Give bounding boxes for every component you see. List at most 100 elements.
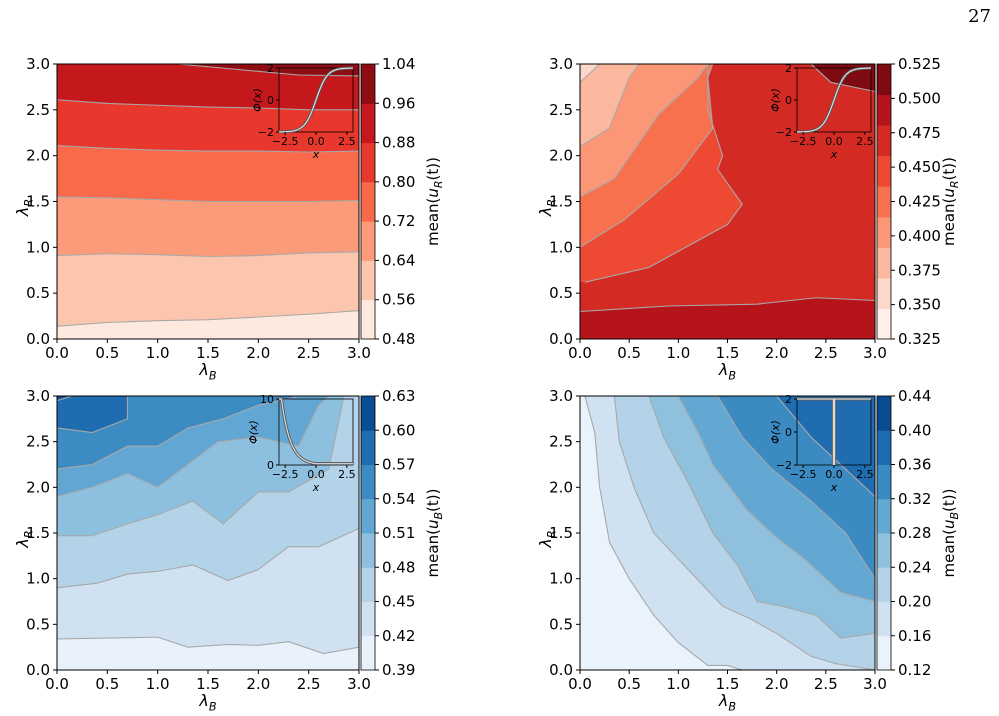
inset-x-tick-label: 0.0 (825, 468, 843, 481)
inset-y-tick-label: 2 (785, 62, 792, 75)
contour-line-6 (580, 297, 875, 313)
y-tick-label: 1.5 (549, 524, 573, 542)
inset-x-tick-label: −2.5 (790, 135, 817, 148)
colorbar-tick-label: 0.56 (382, 291, 415, 309)
colorbar-label: mean(uB(t)) (940, 489, 961, 578)
x-tick-label: 0.5 (617, 675, 641, 693)
contour-line-1 (57, 636, 359, 655)
inset-y-label: Φ(x) (247, 420, 260, 444)
x-tick-label: 0.5 (617, 344, 641, 362)
inset-y-tick-label: 2 (267, 62, 274, 75)
x-tick-label: 0.0 (568, 675, 592, 693)
contour-line-1 (584, 396, 743, 670)
x-tick-label: 1.0 (146, 344, 170, 362)
x-axis-label: λB (198, 691, 216, 713)
x-tick-label: 2.5 (814, 675, 838, 693)
colorbar-tick-label: 0.60 (382, 421, 415, 439)
colorbar-swatch (361, 221, 375, 261)
colorbar-tick-label: 0.28 (898, 524, 931, 542)
y-tick-label: 1.0 (26, 570, 50, 588)
contour-line-5 (57, 396, 299, 470)
contour-band-5 (57, 64, 359, 110)
colorbar-swatch (877, 533, 891, 568)
colorbar-tick-label: 0.39 (382, 661, 415, 679)
inset-y-tick-label: 0 (267, 459, 274, 472)
colorbar-swatch (877, 308, 891, 340)
y-tick-label: 0.0 (549, 661, 573, 679)
colorbar-label: mean(uR(t)) (424, 157, 445, 246)
contour-line-2 (57, 251, 359, 258)
colorbar-tick-label: 0.96 (382, 94, 415, 112)
colorbar-swatch (877, 247, 891, 279)
x-tick-label: 0.0 (45, 675, 69, 693)
contour-line-5 (57, 99, 359, 111)
inset-y-tick-label: 0 (785, 94, 792, 107)
inset-y-tick-label: 2 (785, 393, 792, 406)
x-tick-label: 0.0 (568, 344, 592, 362)
colorbar-tick-label: 0.88 (382, 134, 415, 152)
inset-x-label: x (312, 148, 320, 161)
contour-band-bump (865, 128, 875, 193)
y-tick-label: 2.0 (549, 147, 573, 165)
y-tick-label: 3.0 (549, 55, 573, 73)
contour-line-2 (57, 527, 359, 589)
colorbar-tick-label: 0.32 (898, 490, 931, 508)
contour-band-6 (57, 64, 359, 76)
inset-plot: −2.5 0.0 2.5 −2 0 2 x Φ(x) (251, 62, 356, 161)
x-tick-label: 1.5 (196, 675, 220, 693)
x-tick-label: 2.5 (814, 344, 838, 362)
colorbar-tick-label: 0.48 (382, 330, 415, 348)
colorbar-tick-label: 0.20 (898, 593, 931, 611)
y-tick-label: 1.5 (26, 193, 50, 211)
contour-line-4 (677, 396, 875, 603)
inset-y-label: Φ(x) (769, 420, 782, 444)
x-tick-label: 1.5 (716, 344, 740, 362)
x-tick-label: 1.5 (716, 675, 740, 693)
inset-y-tick-label: 0 (267, 94, 274, 107)
x-tick-label: 3.0 (863, 344, 887, 362)
contour-line-6 (776, 396, 875, 497)
colorbar-tick-label: 0.80 (382, 173, 415, 191)
y-axis-label: λR (13, 199, 35, 217)
colorbar-swatch (877, 498, 891, 534)
page-number: 27 (968, 6, 991, 27)
panel-4: 0.0 0.5 1.0 1.5 2.0 2.5 3.0 0.0 0.5 1.0 1.5 2.0 2.5 3… (536, 387, 961, 713)
colorbar-swatch (877, 464, 891, 500)
colorbar-frame (360, 63, 376, 340)
y-tick-label: 1.5 (549, 193, 573, 211)
colorbar-tick-label: 0.42 (382, 627, 415, 645)
colorbar-tick-label: 0.12 (898, 661, 931, 679)
colorbar-tick-label: 0.375 (898, 261, 941, 279)
inset-x-tick-label: 0.0 (307, 468, 325, 481)
y-tick-label: 0.0 (26, 661, 50, 679)
x-tick-label: 1.0 (666, 344, 690, 362)
inset-x-tick-label: 2.5 (856, 468, 874, 481)
contour-line-3 (580, 64, 709, 198)
colorbar-tick-label: 0.16 (898, 627, 931, 645)
y-tick-label: 2.5 (549, 101, 573, 119)
colorbar-swatch (361, 601, 375, 637)
inset-curve (796, 67, 872, 133)
colorbar-swatch (361, 396, 375, 431)
contour-band-0 (580, 64, 600, 83)
colorbar-swatch (877, 94, 891, 126)
inset-plot: −2.5 0.0 2.5 0 10 x Φ(x) (247, 393, 356, 494)
colorbar-tick-label: 0.64 (382, 251, 415, 269)
contour-line-1 (57, 310, 359, 327)
inset-x-tick-label: −2.5 (272, 135, 299, 148)
colorbar-tick-label: 0.500 (898, 89, 941, 107)
inset-curve (797, 398, 871, 465)
y-axis-label: λR (536, 199, 558, 217)
inset-x-tick-label: 2.5 (856, 135, 874, 148)
contour-line-5 (717, 396, 875, 579)
colorbar-tick-label: 0.51 (382, 524, 415, 542)
colorbar-tick-label: 0.325 (898, 330, 941, 348)
colorbar-tick-label: 0.450 (898, 158, 941, 176)
inset-y-label: Φ(x) (769, 88, 782, 112)
contour-line-3 (57, 196, 359, 203)
x-tick-label: 2.0 (246, 344, 270, 362)
y-tick-label: 3.0 (26, 387, 50, 405)
colorbar-swatch (361, 430, 375, 465)
contour-band-6 (57, 396, 359, 433)
colorbar-swatch (361, 64, 375, 104)
